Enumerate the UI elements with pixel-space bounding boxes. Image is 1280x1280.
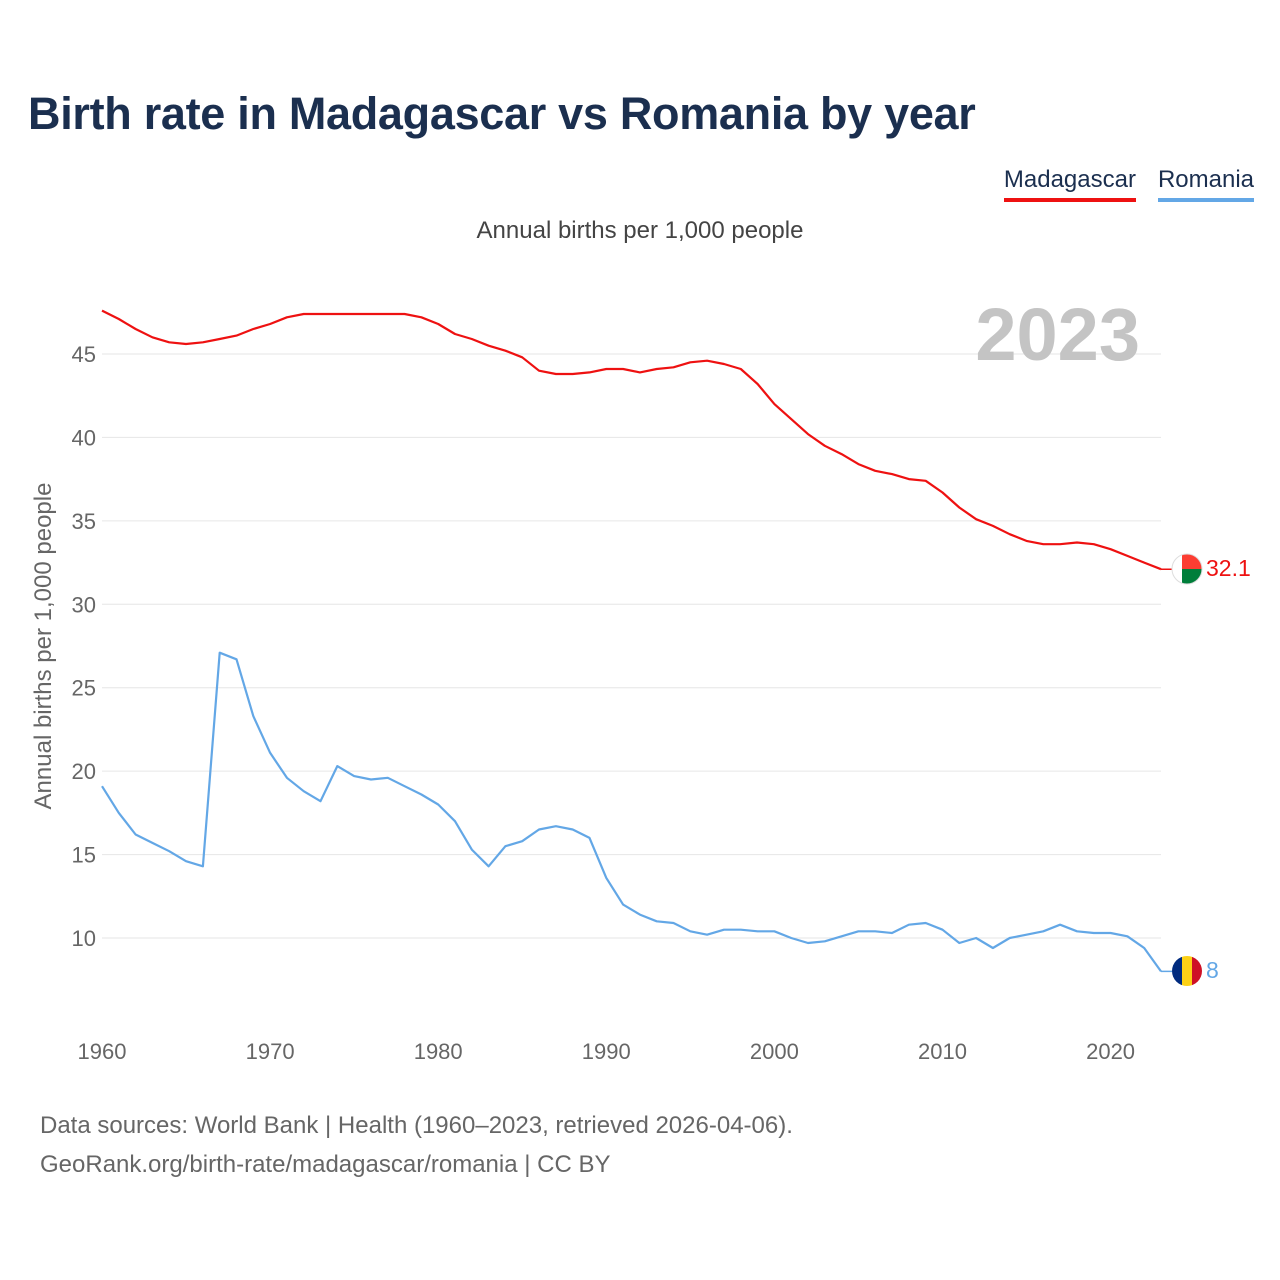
y-tick-label: 30 [72,592,96,617]
legend: Madagascar Romania [1003,166,1254,202]
y-tick-label: 35 [72,509,96,534]
chart-subtitle: Annual births per 1,000 people [476,217,804,244]
x-axis-ticks: 1960 1970 1980 1990 2000 2010 2020 [78,1039,1136,1064]
y-tick-label: 40 [72,425,96,450]
madagascar-end-value: 32.1 [1206,555,1251,581]
chart-title: Birth rate in Madagascar vs Romania by y… [28,88,976,139]
x-tick-label: 2020 [1086,1039,1135,1064]
x-tick-label: 1960 [78,1039,127,1064]
series-line-romania[interactable] [101,651,1162,973]
series-line-madagascar[interactable] [101,309,1162,571]
x-tick-label: 1990 [582,1039,631,1064]
x-tick-label: 2000 [750,1039,799,1064]
legend-item-romania[interactable]: Romania [1157,166,1254,202]
romania-flag-icon [1172,956,1202,986]
gridlines [102,353,1161,939]
year-watermark: 2023 [975,293,1140,376]
x-tick-label: 1970 [246,1039,295,1064]
footer-sources: Data sources: World Bank | Health (1960–… [40,1112,793,1139]
romania-end-value: 8 [1206,957,1219,983]
y-axis-label: Annual births per 1,000 people [30,483,57,810]
footer: Data sources: World Bank | Health (1960–… [40,1106,793,1184]
footer-attribution: GeoRank.org/birth-rate/madagascar/romani… [40,1151,611,1178]
y-tick-label: 10 [72,926,96,951]
y-tick-label: 15 [72,843,96,868]
x-tick-label: 1980 [414,1039,463,1064]
legend-item-madagascar[interactable]: Madagascar [1003,166,1136,202]
y-tick-label: 25 [72,676,96,701]
y-axis-ticks: 10 15 20 25 30 35 40 45 [72,342,96,951]
y-tick-label: 45 [72,342,96,367]
series-lines [101,309,1172,973]
y-tick-label: 20 [72,759,96,784]
madagascar-flag-icon [1172,554,1202,584]
x-tick-label: 2010 [918,1039,967,1064]
